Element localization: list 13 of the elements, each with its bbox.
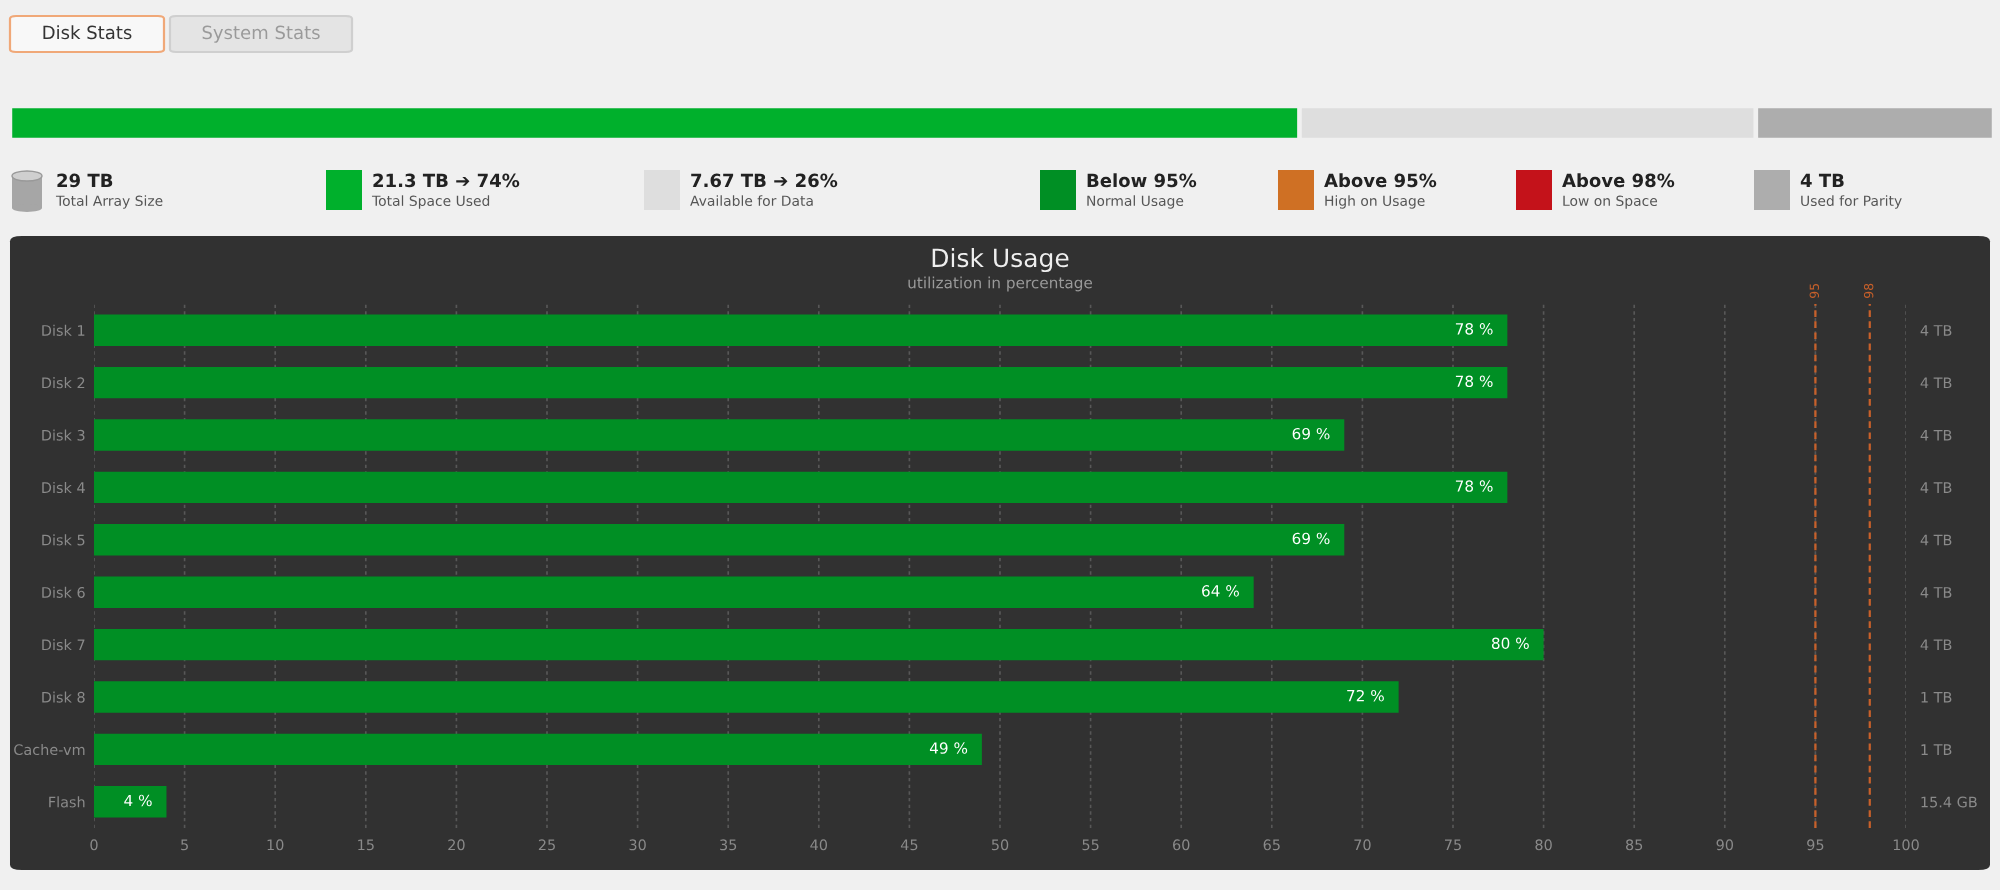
bar bbox=[94, 366, 1508, 399]
bar bbox=[94, 471, 1508, 504]
text: Disk Stats bbox=[43, 25, 132, 40]
bar bbox=[94, 419, 1345, 451]
bar bbox=[94, 314, 1508, 346]
bar bbox=[94, 733, 982, 766]
chart-title: Disk Usage bbox=[932, 247, 1069, 273]
bar bbox=[94, 524, 1345, 556]
bar bbox=[94, 576, 1254, 608]
text: System Stats bbox=[202, 25, 320, 43]
bar bbox=[94, 681, 1399, 713]
bar bbox=[94, 786, 167, 818]
bar bbox=[94, 628, 1544, 661]
